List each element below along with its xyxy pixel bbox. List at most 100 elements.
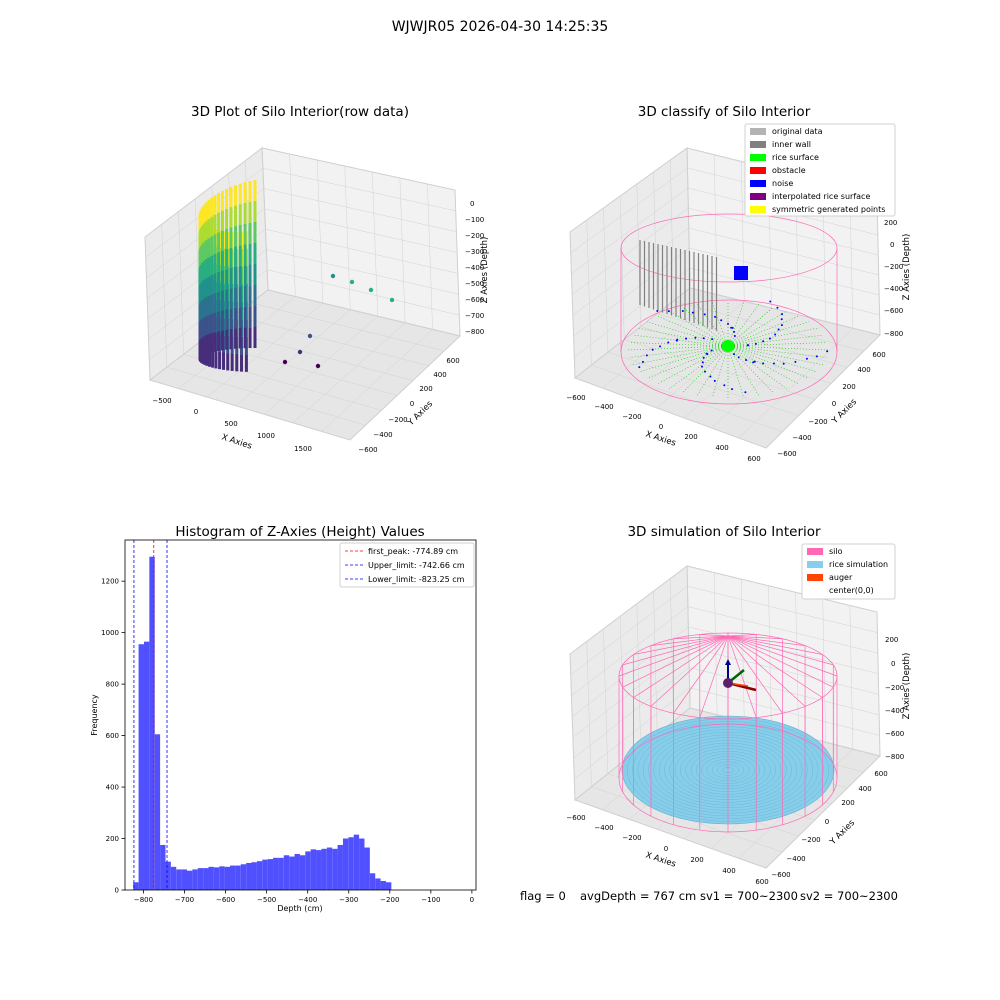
rice-surface-ray: [727, 345, 799, 385]
noise-point: [731, 326, 734, 329]
panel-2-title: 3D classify of Silo Interior: [638, 104, 811, 120]
pane-gridline: [570, 586, 688, 676]
noise-point: [731, 388, 734, 391]
noise-point: [752, 361, 755, 364]
noise-point: [826, 350, 829, 353]
panel-2-silo-outline: [620, 213, 838, 405]
panel-1-z-tick: −300: [465, 248, 484, 256]
noise-point: [774, 333, 777, 336]
silo-roof-line: [727, 635, 834, 688]
panel-4-y-tick: −600: [771, 871, 790, 879]
pane-gridline: [689, 267, 880, 316]
histogram-x-tick-label: −300: [339, 896, 358, 904]
panel-2-y-tick: −400: [792, 434, 811, 442]
panel-2-z-tick: −200: [884, 263, 903, 271]
histogram-reference-lines: [133, 540, 168, 890]
legend-label-first-peak: first_peak: -774.89 cm: [368, 547, 458, 556]
footer-flag: flag = 0: [520, 889, 566, 903]
panel-2-legend-frame: [744, 123, 896, 217]
pane-gridline: [574, 687, 690, 780]
panel-4-auger: [723, 659, 757, 692]
panel-2-z-tick: −600: [884, 307, 903, 315]
histogram-bar: [278, 857, 284, 890]
pane-gridline: [629, 301, 745, 399]
noise-point: [744, 391, 747, 394]
histogram-bar: [246, 862, 252, 890]
panel-2-z-tick: 200: [884, 219, 897, 227]
rice-surface-ray: [638, 345, 729, 373]
panel-4-legend: silo rice simulation auger center(0,0): [801, 543, 896, 600]
histogram-bar: [364, 847, 370, 890]
panel-1-z-tick: −600: [465, 296, 484, 304]
panel-4-z-tick: −200: [885, 684, 904, 692]
noise-point: [645, 354, 648, 357]
histogram-x-tick-label: −800: [134, 896, 153, 904]
histogram-bar: [143, 641, 150, 890]
panel-3-title: Histogram of Z-Axies (Height) Values: [175, 524, 424, 540]
panel-4-z-tick: −400: [885, 707, 904, 715]
pane-gridline: [689, 667, 880, 716]
histogram-bar: [385, 882, 392, 890]
raw-data-point: [349, 279, 355, 285]
histogram-x-ticks: −800 −700 −600 −500 −400 −300 −200 −100 0: [134, 890, 474, 904]
panel-1-x-tick: 500: [224, 420, 237, 428]
histogram-bar: [310, 849, 317, 890]
raw-data-point: [315, 363, 321, 369]
raw-data-point: [282, 359, 288, 365]
pane-gridline: [624, 339, 815, 400]
noise-point: [704, 370, 707, 373]
pane-gridline: [571, 207, 689, 295]
histogram-y-tick-label: 1000: [101, 629, 119, 637]
panel-4-x-tick: 0: [664, 845, 668, 853]
panel-4-x-label: X Axies: [644, 850, 677, 869]
panel-2-x-tick: 0: [659, 423, 663, 431]
raw-data-point: [330, 273, 336, 279]
pane-gridline: [640, 326, 832, 384]
panel-2-y-tick: 400: [857, 366, 870, 374]
panel-raw-data: 3D Plot of Silo Interior(row data) −500 …: [144, 104, 490, 454]
legend-label-original-data: original data: [772, 127, 823, 136]
noise-point: [733, 334, 736, 337]
legend-swatch-symmetric-generated-points: [750, 206, 766, 213]
histogram-bar: [170, 866, 177, 890]
histogram-frame: [124, 539, 477, 891]
panel-1-y-ticks: −600 −400 −200 0 200 400 600: [358, 357, 459, 454]
pane-gridline: [768, 585, 772, 729]
histogram-x-tick-label: 0: [470, 896, 474, 904]
status-footer: flag = 0 avgDepth = 767 cm sv1 = 700~230…: [520, 889, 898, 903]
panel-2-y-tick: −200: [808, 418, 827, 426]
pane-gridline: [607, 352, 799, 416]
footer-sv1: sv1 = 700~2300: [700, 889, 798, 903]
panel-2-x-tick: 400: [715, 444, 728, 452]
pane-gridline: [178, 211, 184, 355]
histogram-bar: [337, 844, 343, 890]
noise-point: [701, 365, 703, 368]
panel-4-title: 3D simulation of Silo Interior: [627, 524, 821, 540]
pane-gridline: [673, 300, 864, 352]
histogram-y-tick-label: 800: [106, 681, 119, 689]
pane-gridline: [619, 616, 625, 761]
histogram-bar: [165, 861, 171, 890]
panel-histogram: Histogram of Z-Axies (Height) Values −80…: [90, 524, 477, 913]
panel-4-x-tick: −600: [566, 814, 585, 822]
pane-gridline: [264, 316, 378, 415]
noise-point: [733, 353, 736, 356]
raw-data-point: [368, 287, 374, 293]
histogram-bar: [299, 855, 306, 890]
noise-point: [714, 315, 717, 318]
noise-point: [805, 357, 808, 360]
histogram-x-tick-label: −700: [175, 896, 194, 904]
pane-gridline: [263, 188, 457, 232]
noise-point: [762, 340, 765, 343]
histogram-y-tick-label: 600: [106, 732, 119, 740]
rice-surface-ray: [727, 345, 824, 366]
noise-point: [746, 344, 749, 347]
silo-roof-line: [650, 635, 729, 646]
histogram-bar: [235, 865, 241, 890]
histogram-bar: [267, 859, 274, 890]
histogram-y-tick-label: 1200: [101, 578, 119, 586]
panel-1-x-tick: −500: [152, 397, 171, 405]
noise-point: [815, 355, 818, 358]
pane-gridline: [656, 307, 772, 409]
panel-4-y-label: Y Axies: [827, 818, 857, 848]
